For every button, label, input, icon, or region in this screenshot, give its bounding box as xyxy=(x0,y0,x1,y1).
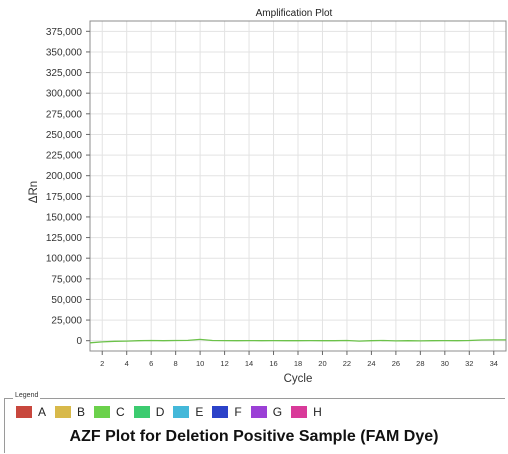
legend-item-d[interactable]: D xyxy=(133,405,165,419)
x-tick-label-15: 32 xyxy=(465,359,473,368)
legend-item-c[interactable]: C xyxy=(94,405,125,419)
x-tick-label-5: 12 xyxy=(220,359,228,368)
legend-item-g[interactable]: G xyxy=(250,405,283,419)
y-tick-label-6: 150,000 xyxy=(46,212,83,223)
legend-items: A B C D E F G H xyxy=(16,405,331,419)
figure-caption: AZF Plot for Deletion Positive Sample (F… xyxy=(69,428,439,445)
x-tick-label-13: 28 xyxy=(416,359,424,368)
y-axis-label: ΔRn xyxy=(28,181,40,203)
y-tick-label-7: 175,000 xyxy=(46,192,83,203)
legend-item-e[interactable]: E xyxy=(173,405,203,419)
x-tick-label-2: 6 xyxy=(149,359,153,368)
x-tick-label-6: 14 xyxy=(245,359,253,368)
y-tick-label-8: 200,000 xyxy=(46,171,83,182)
legend-item-a[interactable]: A xyxy=(16,405,46,419)
y-tick-label-11: 275,000 xyxy=(46,109,83,120)
legend-swatch-b xyxy=(55,406,72,418)
chart-svg: 0 25,000 50,000 75,000 100,000 125,000 150,000… xyxy=(28,8,507,385)
y-tick-label-9: 225,000 xyxy=(46,151,83,162)
x-tick-label-7: 16 xyxy=(269,359,277,368)
y-tick-label-0: 0 xyxy=(76,336,82,347)
y-tick-label-3: 75,000 xyxy=(51,274,82,285)
y-tick-label-5: 125,000 xyxy=(46,233,83,244)
legend-title: Legend xyxy=(13,392,41,399)
x-tick-label-11: 24 xyxy=(367,359,375,368)
x-tick-label-9: 20 xyxy=(318,359,326,368)
x-tick-label-10: 22 xyxy=(343,359,351,368)
legend-swatch-c xyxy=(94,406,111,418)
legend-swatch-a xyxy=(16,406,32,418)
y-tick-label-4: 100,000 xyxy=(46,254,83,265)
legend-swatch-g xyxy=(250,406,267,418)
x-axis-label: Cycle xyxy=(284,373,313,385)
y-tick-label-12: 300,000 xyxy=(46,89,83,100)
legend-label-f: F xyxy=(234,405,242,419)
x-tick-label-1: 4 xyxy=(125,359,129,368)
legend-label-h: H xyxy=(313,405,322,419)
y-tick-label-2: 50,000 xyxy=(51,295,82,306)
legend-label-a: A xyxy=(38,405,47,419)
legend-item-b[interactable]: B xyxy=(55,405,85,419)
x-tick-label-14: 30 xyxy=(441,359,449,368)
x-tick-label-4: 10 xyxy=(196,359,204,368)
legend-label-d: D xyxy=(155,405,165,419)
y-tick-label-13: 325,000 xyxy=(46,68,83,79)
legend-item-f[interactable]: F xyxy=(212,405,242,419)
x-tick-label-3: 8 xyxy=(174,359,178,368)
legend-swatch-h xyxy=(291,406,308,418)
x-tick-label-0: 2 xyxy=(100,359,104,368)
x-tick-label-8: 18 xyxy=(294,359,302,368)
legend-label-e: E xyxy=(195,405,204,419)
y-tick-label-14: 350,000 xyxy=(46,47,83,58)
legend-swatch-f xyxy=(212,406,229,418)
legend-item-h[interactable]: H xyxy=(291,405,322,419)
legend-label-b: B xyxy=(77,405,86,419)
legend-swatch-e xyxy=(173,406,190,418)
x-tick-label-16: 34 xyxy=(490,359,498,368)
chart-title: Amplification Plot xyxy=(256,8,333,19)
legend-box: Legend A B C D E F G H xyxy=(4,392,505,453)
legend-label-g: G xyxy=(272,405,283,419)
y-tick-label-1: 25,000 xyxy=(51,316,82,327)
series-line-0 xyxy=(89,338,506,344)
y-tick-label-10: 250,000 xyxy=(46,130,83,141)
x-tick-label-12: 26 xyxy=(392,359,400,368)
y-tick-label-15: 375,000 xyxy=(46,27,83,38)
legend-swatch-d xyxy=(133,406,150,418)
legend-label-c: C xyxy=(116,405,125,419)
